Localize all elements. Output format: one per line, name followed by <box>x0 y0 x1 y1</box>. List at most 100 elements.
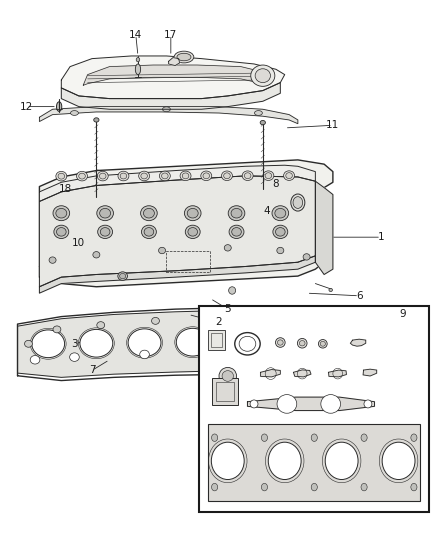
Ellipse shape <box>268 442 301 480</box>
Text: 2: 2 <box>215 318 223 327</box>
Polygon shape <box>18 310 315 377</box>
Ellipse shape <box>214 349 224 358</box>
Ellipse shape <box>293 197 303 208</box>
Ellipse shape <box>411 434 417 441</box>
Polygon shape <box>61 83 280 109</box>
Ellipse shape <box>297 338 307 348</box>
Ellipse shape <box>54 225 69 239</box>
Ellipse shape <box>275 208 286 218</box>
Ellipse shape <box>100 208 110 218</box>
Bar <box>208 330 225 350</box>
Ellipse shape <box>159 171 170 181</box>
Text: 17: 17 <box>164 30 177 39</box>
Ellipse shape <box>303 254 310 260</box>
Ellipse shape <box>141 206 157 221</box>
Polygon shape <box>247 397 374 410</box>
Ellipse shape <box>311 434 317 441</box>
Ellipse shape <box>99 173 106 179</box>
Text: 14: 14 <box>129 30 142 39</box>
Polygon shape <box>293 370 311 377</box>
Ellipse shape <box>57 228 66 236</box>
Polygon shape <box>39 256 315 293</box>
Ellipse shape <box>276 338 285 348</box>
Polygon shape <box>363 369 377 376</box>
Ellipse shape <box>291 194 305 211</box>
Ellipse shape <box>152 317 159 324</box>
Ellipse shape <box>53 206 70 221</box>
Polygon shape <box>39 165 315 201</box>
Ellipse shape <box>32 330 65 358</box>
Ellipse shape <box>382 442 415 480</box>
Ellipse shape <box>135 64 141 75</box>
Ellipse shape <box>231 208 242 218</box>
Ellipse shape <box>250 400 258 408</box>
Ellipse shape <box>265 173 272 179</box>
Polygon shape <box>328 370 346 377</box>
Ellipse shape <box>118 171 129 181</box>
Text: 5: 5 <box>224 304 231 314</box>
Text: 4: 4 <box>264 206 271 215</box>
Polygon shape <box>350 339 366 346</box>
Ellipse shape <box>212 434 218 441</box>
Ellipse shape <box>219 367 237 384</box>
Text: 3: 3 <box>71 339 78 349</box>
Ellipse shape <box>276 228 285 236</box>
Ellipse shape <box>56 172 67 181</box>
Ellipse shape <box>229 225 244 239</box>
Ellipse shape <box>211 442 244 480</box>
Ellipse shape <box>162 173 168 179</box>
Ellipse shape <box>255 69 271 83</box>
Ellipse shape <box>272 327 306 355</box>
Ellipse shape <box>182 173 189 179</box>
Ellipse shape <box>261 434 268 441</box>
Text: 1: 1 <box>378 232 385 242</box>
Bar <box>166 251 210 272</box>
Ellipse shape <box>242 171 253 181</box>
Ellipse shape <box>97 322 105 328</box>
Ellipse shape <box>309 324 317 331</box>
Ellipse shape <box>58 173 65 179</box>
Ellipse shape <box>128 329 161 357</box>
Text: 11: 11 <box>326 120 339 130</box>
Polygon shape <box>261 369 280 377</box>
Ellipse shape <box>232 228 241 236</box>
Ellipse shape <box>277 247 284 254</box>
Ellipse shape <box>224 245 231 251</box>
Ellipse shape <box>311 483 317 491</box>
Ellipse shape <box>176 328 209 356</box>
Ellipse shape <box>141 173 148 179</box>
Ellipse shape <box>292 317 300 324</box>
Polygon shape <box>315 181 333 274</box>
Ellipse shape <box>273 225 288 239</box>
Polygon shape <box>61 56 285 99</box>
Bar <box>211 333 222 347</box>
Ellipse shape <box>278 340 283 345</box>
Ellipse shape <box>222 171 233 181</box>
Ellipse shape <box>162 107 170 112</box>
Ellipse shape <box>187 208 198 218</box>
Ellipse shape <box>144 208 154 218</box>
Ellipse shape <box>321 394 341 413</box>
Polygon shape <box>39 176 315 287</box>
Ellipse shape <box>325 442 358 480</box>
Bar <box>216 382 234 401</box>
Text: 6: 6 <box>356 291 363 301</box>
Ellipse shape <box>79 173 85 179</box>
Ellipse shape <box>56 208 67 218</box>
Ellipse shape <box>224 328 257 356</box>
Ellipse shape <box>139 171 150 181</box>
Ellipse shape <box>140 350 149 359</box>
Text: 12: 12 <box>20 102 33 111</box>
Ellipse shape <box>177 53 191 61</box>
Ellipse shape <box>185 225 200 239</box>
Ellipse shape <box>206 315 214 322</box>
Ellipse shape <box>136 58 140 62</box>
Ellipse shape <box>260 120 265 125</box>
Ellipse shape <box>97 171 108 181</box>
Ellipse shape <box>212 483 218 491</box>
Polygon shape <box>83 65 272 85</box>
Ellipse shape <box>80 329 113 357</box>
Ellipse shape <box>277 394 297 413</box>
Ellipse shape <box>259 315 267 322</box>
Ellipse shape <box>361 434 367 441</box>
